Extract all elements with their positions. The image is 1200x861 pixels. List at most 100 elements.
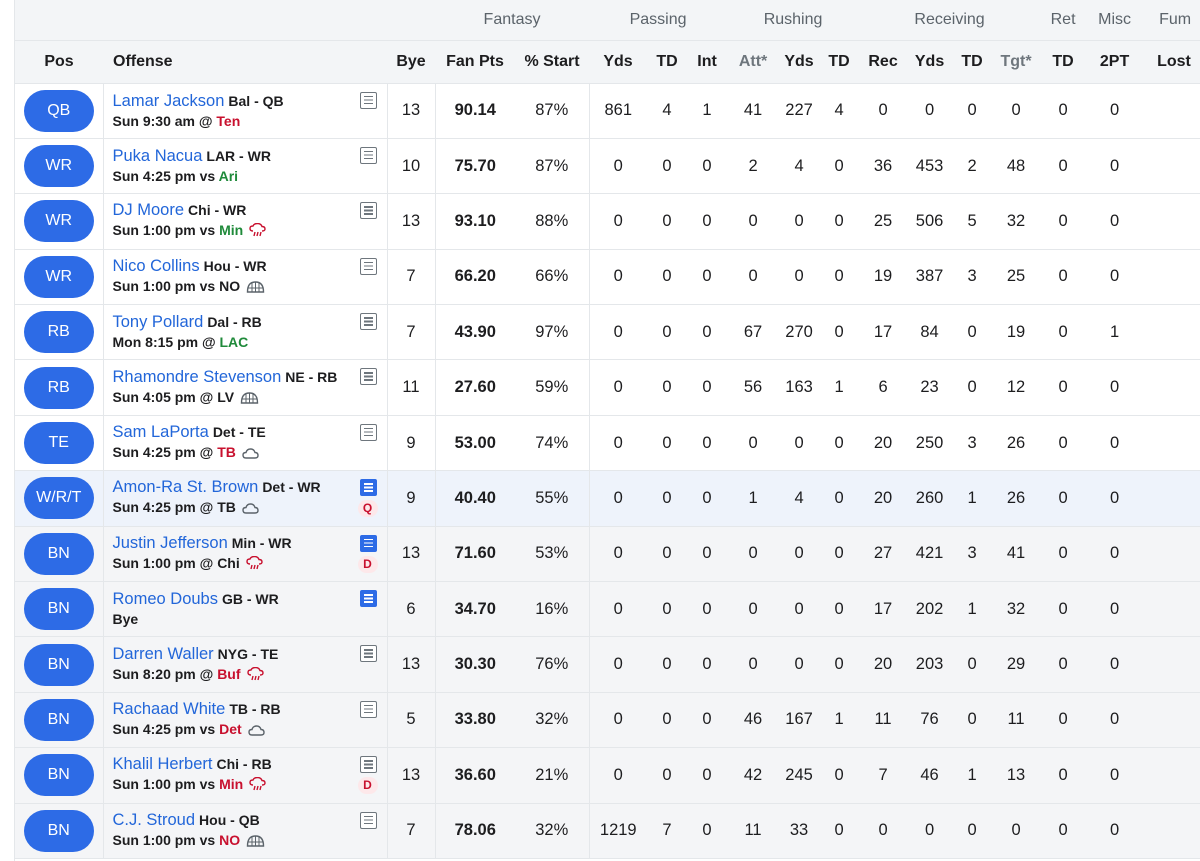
player-name-link[interactable]: Tony Pollard [112, 313, 204, 332]
player-notes-icon[interactable] [359, 257, 377, 275]
player-name-link[interactable]: Justin Jefferson [112, 533, 228, 552]
player-notes-icon[interactable] [359, 811, 377, 829]
player-name-link[interactable]: Amon-Ra St. Brown [112, 478, 259, 497]
player-name-link[interactable]: Puka Nacua [112, 147, 203, 166]
col-rush-yds[interactable]: Yds [779, 39, 820, 84]
position-button[interactable]: RB [23, 311, 94, 354]
player-cell: Amon-Ra St. Brown Det - WR Sun 4:25 pm @ T… [103, 470, 388, 527]
col-pass-int[interactable]: Int [687, 39, 728, 84]
opponent-label[interactable]: Ari [218, 168, 239, 185]
position-cell: W/R/T [15, 470, 104, 527]
player-cell: C.J. Stroud Hou - QB Sun 1:00 pm vs NO [103, 803, 388, 859]
player-notes-icon[interactable] [359, 91, 377, 109]
player-notes-icon[interactable] [359, 313, 377, 331]
player-name-link[interactable]: Romeo Doubs [112, 590, 218, 609]
player-notes-icon[interactable] [359, 479, 377, 497]
bye-cell: 7 [387, 304, 435, 361]
player-name-link[interactable]: DJ Moore [112, 201, 185, 220]
player-name-link[interactable]: Sam LaPorta [112, 423, 209, 442]
position-button[interactable]: BN [23, 532, 94, 575]
opponent-label[interactable]: LV [217, 388, 235, 405]
stat-rush-yds-cell: 0 [779, 581, 820, 638]
opponent-label[interactable]: Ten [216, 112, 241, 129]
position-button[interactable]: BN [23, 698, 94, 741]
position-button[interactable]: WR [23, 145, 94, 188]
player-name-link[interactable]: Rhamondre Stevenson [112, 367, 282, 386]
col-rush-td[interactable]: TD [819, 39, 860, 84]
col-pct-start[interactable]: % Start [515, 39, 590, 84]
opponent-label[interactable]: Buf [217, 665, 241, 682]
position-button[interactable]: W/R/T [23, 477, 94, 520]
player-team-position: GB - WR [221, 591, 279, 608]
player-notes-icon[interactable] [359, 423, 377, 441]
position-button[interactable]: BN [23, 588, 94, 631]
opponent-label[interactable]: NO [219, 831, 241, 848]
position-cell: TE [15, 415, 104, 472]
player-name-link[interactable]: Nico Collins [112, 256, 200, 275]
player-notes-icon[interactable] [359, 645, 377, 663]
player-name-link[interactable]: Khalil Herbert [112, 755, 213, 774]
game-time: Sun 4:25 pm vs [112, 720, 216, 737]
header-group-rushing: Rushing [727, 0, 860, 40]
stat-rush-att-cell: 41 [727, 83, 780, 139]
col-tgt[interactable]: Tgt* [992, 39, 1041, 84]
col-bye[interactable]: Bye [387, 39, 435, 84]
col-pass-yds[interactable]: Yds [589, 39, 648, 84]
opponent-label[interactable]: Min [219, 776, 244, 793]
col-fan-pts[interactable]: Fan Pts [435, 39, 515, 84]
player-notes-icon[interactable] [359, 590, 377, 608]
player-team-position: Chi - RB [216, 756, 272, 773]
col-pass-td[interactable]: TD [647, 39, 688, 84]
col-fum-lost[interactable]: Lost [1143, 39, 1200, 84]
opponent-label[interactable]: NO [219, 277, 241, 294]
table-row: BN Romeo Doubs GB - WR Bye 6 34.70 16% 0 0 0 0 0 0 17… [15, 581, 1200, 638]
opponent-label[interactable]: LAC [219, 334, 249, 351]
bye-cell: 7 [387, 803, 435, 859]
player-notes-icon[interactable] [359, 146, 377, 164]
storm-icon [246, 666, 264, 686]
position-button[interactable]: WR [23, 200, 94, 243]
player-notes-icon[interactable] [359, 202, 377, 220]
position-button[interactable]: WR [23, 255, 94, 298]
col-rec-td[interactable]: TD [952, 39, 993, 84]
stat-lost-cell: 0 [1143, 193, 1200, 250]
opponent-label[interactable]: TB [217, 499, 236, 516]
player-name-link[interactable]: Rachaad White [112, 699, 226, 718]
player-notes-icon[interactable] [359, 756, 377, 774]
fan-pts-cell: 53.00 [434, 415, 515, 472]
player-name-line: Puka Nacua LAR - WR [113, 146, 387, 167]
header-group-row: Fantasy Passing Rushing Receiving Ret Mi… [15, 0, 1200, 40]
col-two-pt[interactable]: 2PT [1086, 39, 1144, 84]
player-name-link[interactable]: Darren Waller [112, 644, 214, 663]
stat-lost-cell: 1 [1143, 692, 1200, 749]
stat-tgt-cell: 48 [992, 138, 1041, 195]
player-notes-icon[interactable] [359, 534, 377, 552]
header-group-misc: Misc [1086, 0, 1144, 40]
player-team-position: Det - WR [262, 479, 321, 496]
col-offense[interactable]: Offense [103, 39, 387, 84]
opponent-label[interactable]: TB [217, 444, 236, 461]
col-rec-yds[interactable]: Yds [907, 39, 953, 84]
stat-rush-td-cell: 0 [819, 470, 860, 527]
player-name-link[interactable]: Lamar Jackson [112, 91, 225, 110]
table-row: WR Puka Nacua LAR - WR Sun 4:25 pm vs Ari 10… [15, 138, 1200, 195]
player-notes-icon[interactable] [359, 368, 377, 386]
position-button[interactable]: BN [23, 809, 94, 852]
col-rush-att[interactable]: Att* [727, 39, 780, 84]
player-game-info: Sun 1:00 pm vs NO [113, 277, 387, 298]
position-button[interactable]: QB [23, 89, 94, 132]
position-button[interactable]: BN [23, 643, 94, 686]
col-ret-td[interactable]: TD [1040, 39, 1087, 84]
player-notes-icon[interactable] [359, 700, 377, 718]
position-button[interactable]: BN [23, 754, 94, 797]
opponent-label[interactable]: Min [219, 222, 244, 239]
stat-rec-cell: 20 [859, 470, 908, 527]
opponent-label[interactable]: Det [219, 720, 242, 737]
stat-tgt-cell: 19 [992, 304, 1041, 361]
col-rec[interactable]: Rec [859, 39, 908, 84]
player-name-link[interactable]: C.J. Stroud [112, 810, 196, 829]
position-button[interactable]: RB [23, 366, 94, 409]
opponent-label[interactable]: Chi [217, 554, 240, 571]
position-button[interactable]: TE [23, 422, 94, 465]
col-pos[interactable]: Pos [15, 39, 103, 84]
